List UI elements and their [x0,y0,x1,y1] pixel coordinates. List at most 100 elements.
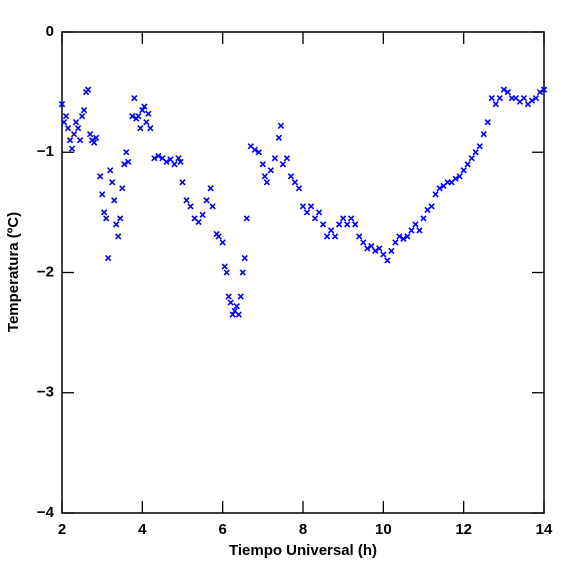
data-point [111,197,118,204]
data-point [74,125,82,132]
data-point [107,167,114,174]
data-point [348,215,355,222]
data-point [137,125,144,132]
data-point [283,155,291,162]
data-point [121,161,128,168]
data-point [99,191,106,198]
data-point [131,94,138,102]
data-point [420,215,427,222]
data-point [299,203,307,210]
data-point [119,185,126,192]
data-point [472,149,479,156]
data-point [72,119,80,126]
data-point [484,119,491,126]
data-point [259,161,266,168]
data-point [263,179,271,186]
data-point [105,254,112,262]
data-point [335,221,343,228]
plot-frame [61,31,545,514]
data-point [251,146,258,154]
data-point [536,88,544,96]
data-point [400,235,407,242]
x-tick-label: 2 [58,521,66,538]
data-point [215,233,222,240]
data-point [452,175,459,182]
data-point [384,257,391,264]
x-tick-label: 6 [218,521,226,538]
data-point [195,218,202,226]
y-tick-label: −2 [37,263,54,280]
x-tick-label: 12 [455,521,472,538]
data-point [396,233,403,240]
data-point [225,293,232,300]
data-point [209,203,216,210]
x-tick-label: 8 [299,521,307,538]
data-point [92,134,100,141]
data-point [412,221,419,228]
data-point [90,139,98,146]
data-point [388,247,395,255]
data-point [139,106,146,114]
data-point [277,122,285,129]
data-point [237,293,244,300]
data-point [135,113,142,120]
data-point [123,149,130,156]
data-point [58,100,66,108]
data-point [275,134,283,141]
data-point [86,131,94,138]
data-point [376,245,383,252]
data-point [364,245,371,252]
data-point [271,155,279,162]
data-point [64,125,72,132]
data-point [500,86,507,93]
data-point [340,215,347,222]
data-point [528,97,536,104]
data-point [319,221,327,228]
data-point [235,311,242,318]
data-point [80,106,88,114]
data-point [408,227,415,234]
data-point [456,173,463,180]
data-point [488,94,495,102]
data-point [101,209,108,216]
x-tick-label: 10 [375,521,392,538]
y-tick-label: −4 [37,504,55,521]
data-point [68,145,76,152]
data-point [66,137,74,144]
data-point [84,86,92,93]
data-point [207,185,214,192]
data-point [540,86,548,93]
data-point [468,155,475,162]
data-point [436,185,443,192]
data-point [62,113,70,120]
data-point [125,158,132,166]
data-point [532,94,540,102]
x-tick-label: 14 [536,521,553,538]
data-point [392,239,399,246]
data-point [327,227,335,234]
y-tick-label: −1 [37,143,54,160]
data-point [504,88,512,96]
data-point [295,185,303,192]
data-point [70,131,78,138]
data-point [279,161,287,168]
data-point [520,94,528,102]
data-point [177,158,184,166]
data-point [303,209,311,216]
data-point [368,242,375,250]
data-point [241,254,248,262]
data-point [163,158,170,166]
data-point [428,203,435,210]
data-point [179,179,186,186]
data-point [311,215,319,222]
data-point [323,233,331,240]
data-point [416,227,423,234]
data-point [145,110,152,117]
data-point [233,303,240,310]
y-axis-label: Temperatura (ºC) [5,212,22,332]
data-point [115,233,122,240]
y-tick-label: 0 [46,23,54,40]
data-point [404,233,411,240]
data-point [219,239,226,246]
